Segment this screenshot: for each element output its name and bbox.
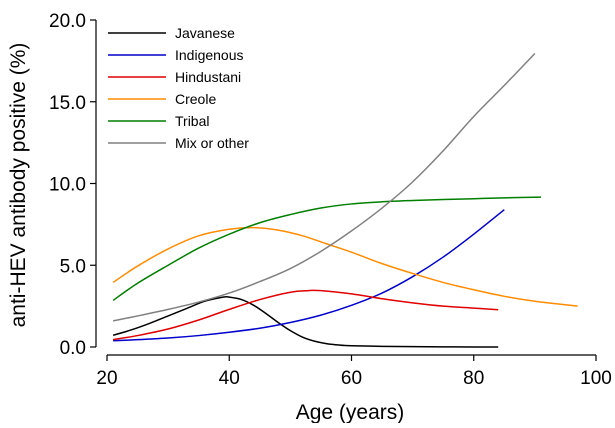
legend-label-tribal: Tribal [175, 113, 210, 129]
x-tick-label: 60 [341, 368, 362, 389]
y-tick-label: 5.0 [60, 256, 86, 277]
legend-label-hindustani: Hindustani [175, 69, 241, 85]
series-lines [112, 53, 578, 348]
x-tick-label: 80 [463, 368, 484, 389]
legend-label-creole: Creole [175, 91, 216, 107]
series-line-hindustani [112, 289, 499, 341]
legend-label-mix-or-other: Mix or other [175, 135, 249, 151]
series-line-creole [112, 226, 578, 307]
x-tick-label: 100 [580, 368, 612, 389]
axes: 20 40 60 80 100 0.0 5.0 10.0 15.0 20.0 [49, 11, 612, 389]
y-tick-label: 10.0 [49, 175, 86, 196]
series-line-tribal [112, 196, 542, 302]
legend-label-javanese: Javanese [175, 25, 235, 41]
x-tick-label: 40 [219, 368, 240, 389]
series-line-mix-or-other [112, 53, 536, 322]
series-line-javanese [112, 295, 499, 348]
x-tick-label: 20 [96, 368, 117, 389]
y-tick-label: 15.0 [49, 93, 86, 114]
y-tick-label: 20.0 [49, 11, 86, 32]
y-tick-label: 0.0 [60, 338, 86, 359]
y-axis-title: anti-HEV antibody positive (%) [7, 43, 30, 328]
x-axis-title: Age (years) [296, 401, 405, 423]
legend-label-indigenous: Indigenous [175, 47, 244, 63]
series-line-indigenous [113, 209, 505, 342]
legend: Javanese Indigenous Hindustani Creole Tribal… [108, 25, 249, 151]
